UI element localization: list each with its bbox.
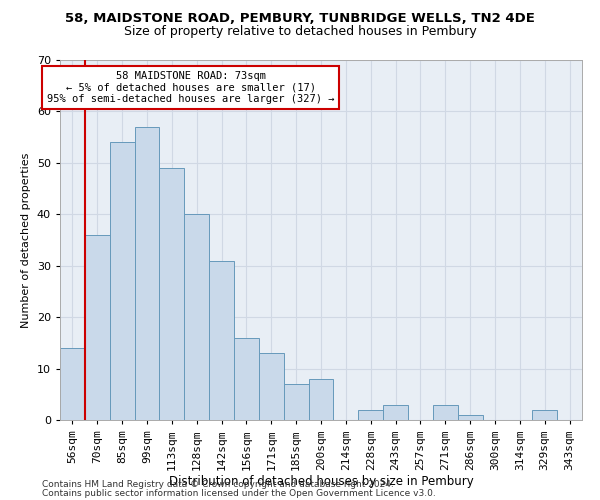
Bar: [259, 353, 284, 420]
Bar: [60, 348, 85, 420]
Y-axis label: Number of detached properties: Number of detached properties: [21, 152, 31, 328]
Bar: [85, 235, 110, 420]
Bar: [532, 410, 557, 420]
Text: Size of property relative to detached houses in Pembury: Size of property relative to detached ho…: [124, 25, 476, 38]
Bar: [184, 214, 209, 420]
Bar: [284, 384, 308, 420]
Bar: [234, 338, 259, 420]
Bar: [358, 410, 383, 420]
Bar: [308, 379, 334, 420]
Text: 58, MAIDSTONE ROAD, PEMBURY, TUNBRIDGE WELLS, TN2 4DE: 58, MAIDSTONE ROAD, PEMBURY, TUNBRIDGE W…: [65, 12, 535, 26]
Bar: [433, 404, 458, 420]
Bar: [383, 404, 408, 420]
Text: Contains public sector information licensed under the Open Government Licence v3: Contains public sector information licen…: [42, 488, 436, 498]
Text: 58 MAIDSTONE ROAD: 73sqm
← 5% of detached houses are smaller (17)
95% of semi-de: 58 MAIDSTONE ROAD: 73sqm ← 5% of detache…: [47, 71, 334, 104]
Text: Contains HM Land Registry data © Crown copyright and database right 2024.: Contains HM Land Registry data © Crown c…: [42, 480, 394, 489]
Bar: [160, 168, 184, 420]
Bar: [110, 142, 134, 420]
Bar: [209, 260, 234, 420]
X-axis label: Distribution of detached houses by size in Pembury: Distribution of detached houses by size …: [169, 475, 473, 488]
Bar: [458, 415, 482, 420]
Bar: [134, 127, 160, 420]
